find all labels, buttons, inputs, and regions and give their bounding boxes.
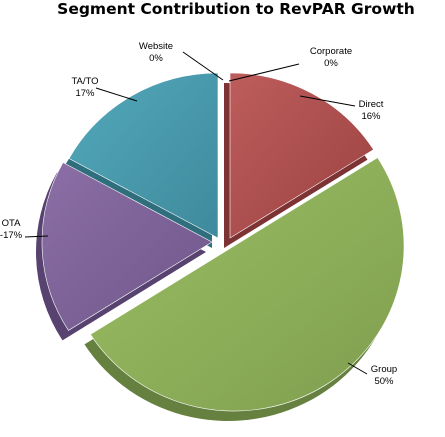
slice-value-label-corporate: 0%	[324, 58, 338, 69]
slice-value-label-direct: 16%	[361, 111, 381, 122]
slice-value-label-group: 50%	[374, 376, 394, 387]
chart-title: Segment Contribution to RevPAR Growth	[57, 0, 415, 18]
leader-line-group	[347, 362, 368, 375]
slice-name-label-corporate: Corporate	[310, 46, 352, 57]
slice-value-label-website: 0%	[149, 53, 163, 64]
slice-name-label-ta-to: TA/TO	[71, 76, 98, 87]
leader-line-ta-to	[95, 87, 138, 102]
slice-ta-to	[68, 72, 219, 239]
slice-ota	[41, 162, 213, 331]
leader-lines	[24, 51, 368, 375]
data-labels: Corporate0%Direct16%Group50%OTA-17%TA/TO…	[0, 41, 397, 387]
slice-direct	[229, 72, 374, 239]
slice-name-label-direct: Direct	[359, 99, 384, 110]
slices-layer	[35, 72, 405, 421]
leader-line-corporate	[228, 63, 300, 82]
slice-name-label-group: Group	[371, 364, 397, 375]
slice-value-label-ota: -17%	[0, 230, 23, 241]
leader-line-direct	[299, 95, 356, 107]
leader-line-website	[182, 51, 224, 81]
slice-group	[90, 157, 405, 412]
slice-name-label-website: Website	[139, 41, 173, 52]
slice-name-label-ota: OTA	[2, 218, 21, 229]
slice-value-label-ta-to: 17%	[75, 88, 95, 99]
leader-line-ota	[24, 235, 49, 238]
